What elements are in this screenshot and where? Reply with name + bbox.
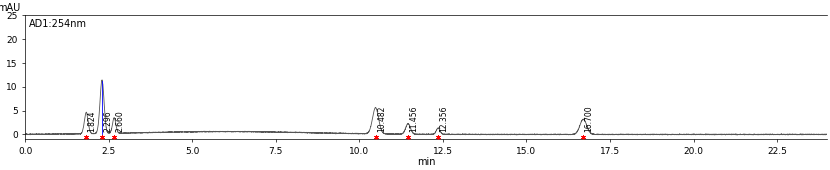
Text: 10.482: 10.482	[377, 106, 386, 132]
Text: 2.296: 2.296	[104, 110, 112, 132]
Text: mAU: mAU	[0, 3, 21, 13]
Text: 11.456: 11.456	[409, 106, 418, 132]
X-axis label: min: min	[417, 157, 436, 167]
Text: AD1:254nm: AD1:254nm	[29, 19, 87, 29]
Text: 2.660: 2.660	[115, 110, 124, 132]
Text: 1.824: 1.824	[88, 110, 96, 132]
Text: 12.356: 12.356	[440, 106, 448, 132]
Text: 16.700: 16.700	[584, 105, 593, 132]
